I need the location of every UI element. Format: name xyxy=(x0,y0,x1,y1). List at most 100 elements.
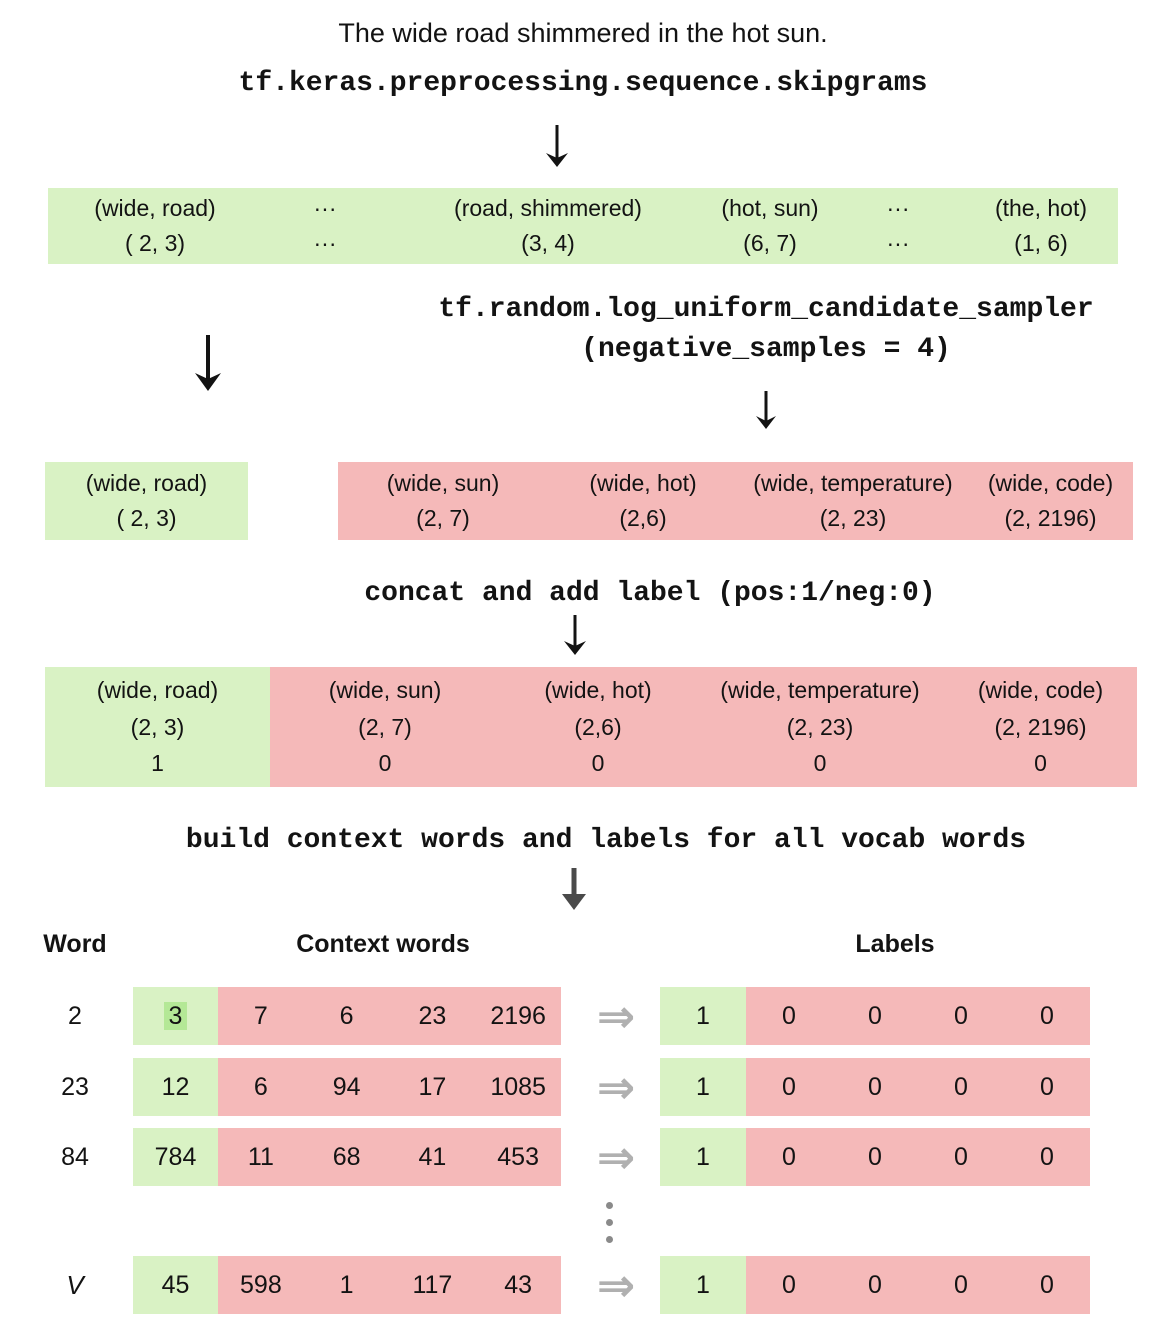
positive-label-cell: 1 xyxy=(660,1256,746,1314)
labels-column-header: Labels xyxy=(855,930,935,958)
build-step-label: build context words and labels for all v… xyxy=(185,825,1027,856)
concat-negative-indices-row: (2, 7) (2,6) (2, 23) (2, 2196) xyxy=(270,714,1137,741)
context-words-row: 12 6 94 17 1085 xyxy=(133,1058,561,1116)
word-column-header: Word xyxy=(43,930,107,958)
negative-pair: (wide, hot) xyxy=(589,470,697,496)
negative-label-cell: 0 xyxy=(832,1058,918,1116)
negative-pair: (wide, code) xyxy=(977,676,1104,703)
skipgram-pair: (the, hot) xyxy=(994,195,1088,222)
skipgram-pairs-row: (wide, road) ··· (road, shimmered) (hot,… xyxy=(48,195,1118,222)
skipgrams-function-label: tf.keras.preprocessing.sequence.skipgram… xyxy=(238,68,928,99)
target-context-cell: 12 xyxy=(133,1058,218,1116)
context-cell: 1085 xyxy=(475,1058,561,1116)
labels-row: 1 0 0 0 0 xyxy=(660,1058,1090,1116)
negative-label-cell: 0 xyxy=(746,1128,832,1186)
positive-label-cell: 1 xyxy=(660,1058,746,1116)
negative-label: 0 xyxy=(1034,750,1047,777)
negative-label-cell: 0 xyxy=(746,1256,832,1314)
context-cell: 11 xyxy=(218,1128,304,1186)
ellipsis: ··· xyxy=(886,229,910,256)
context-cell: 23 xyxy=(389,987,476,1045)
negative-pair: (wide, sun) xyxy=(386,470,500,496)
sampler-function-label: tf.random.log_uniform_candidate_sampler xyxy=(438,294,1094,325)
negative-pair: (wide, code) xyxy=(987,470,1114,496)
negative-index: (2, 7) xyxy=(358,713,412,740)
concat-positive-column: (wide, road) (2, 3) 1 xyxy=(45,667,270,787)
negative-pair: (wide, sun) xyxy=(328,676,442,703)
down-arrow-icon xyxy=(562,868,586,910)
context-words-row: 784 11 68 41 453 xyxy=(133,1128,561,1186)
implies-arrow-icon: ⇒ xyxy=(596,1061,636,1113)
ellipsis: ··· xyxy=(313,229,337,256)
skipgram-output-band: (wide, road) ··· (road, shimmered) (hot,… xyxy=(48,188,1118,264)
context-cell: 68 xyxy=(303,1128,390,1186)
negative-label-cell: 0 xyxy=(1004,1058,1090,1116)
negative-indices-row: (2, 7) (2,6) (2, 23) (2, 2196) xyxy=(338,505,1133,532)
vocab-word: V xyxy=(66,1270,84,1300)
negative-label: 0 xyxy=(378,750,392,777)
vocab-word: 2 xyxy=(68,1002,82,1030)
down-arrow-icon xyxy=(546,125,568,167)
context-cell: 117 xyxy=(389,1256,476,1314)
sampler-args-label: (negative_samples = 4) xyxy=(581,334,951,365)
skipgram-index: (1, 6) xyxy=(1014,229,1068,256)
labels-row: 1 0 0 0 0 xyxy=(660,987,1090,1045)
negative-pair: (wide, temperature) xyxy=(720,676,920,703)
context-cell: 17 xyxy=(389,1058,476,1116)
context-words-row: 45 598 1 117 43 xyxy=(133,1256,561,1314)
positive-label-cell: 1 xyxy=(660,1128,746,1186)
vertical-ellipsis-icon xyxy=(606,1202,613,1243)
negative-label-cell: 0 xyxy=(918,1058,1004,1116)
negative-index: (2, 23) xyxy=(819,505,887,531)
context-words-row: 3 7 6 23 2196 xyxy=(133,987,561,1045)
negative-pair: (wide, hot) xyxy=(544,676,652,703)
skipgram-indices-row: ( 2, 3) ··· (3, 4) (6, 7) ··· (1, 6) xyxy=(48,230,1118,257)
negative-label-cell: 0 xyxy=(832,987,918,1045)
skipgram-index: (6, 7) xyxy=(743,229,797,256)
positive-label-cell: 1 xyxy=(660,987,746,1045)
down-arrow-icon xyxy=(756,391,776,429)
sentence-title: The wide road shimmered in the hot sun. xyxy=(338,18,828,48)
negative-pairs-row: (wide, sun) (wide, hot) (wide, temperatu… xyxy=(338,470,1133,497)
context-cell: 6 xyxy=(303,987,390,1045)
ellipsis: ··· xyxy=(886,195,910,222)
skipgram-pair: (road, shimmered) xyxy=(454,195,642,222)
negative-samples-box: (wide, sun) (wide, hot) (wide, temperatu… xyxy=(338,462,1133,540)
vocab-word: 23 xyxy=(61,1073,89,1101)
negative-index: (2, 23) xyxy=(786,713,854,740)
context-cell: 598 xyxy=(218,1256,304,1314)
context-cell: 7 xyxy=(218,987,304,1045)
sampler-function-block: tf.random.log_uniform_candidate_sampler … xyxy=(340,290,1166,370)
negative-label-cell: 0 xyxy=(832,1128,918,1186)
skipgram-index: ( 2, 3) xyxy=(124,229,186,256)
implies-arrow-icon: ⇒ xyxy=(596,1259,636,1311)
concat-positive-pair: (wide, road) xyxy=(96,676,219,703)
context-words-column-header: Context words xyxy=(296,930,470,958)
implies-arrow-icon: ⇒ xyxy=(596,1131,636,1183)
negative-label-cell: 0 xyxy=(1004,1256,1090,1314)
negative-label-cell: 0 xyxy=(1004,987,1090,1045)
down-arrow-icon xyxy=(564,615,586,655)
context-cell: 94 xyxy=(303,1058,390,1116)
negative-label-cell: 0 xyxy=(1004,1128,1090,1186)
negative-index: (2,6) xyxy=(619,505,667,531)
negative-label: 0 xyxy=(591,750,605,777)
concat-step-label: concat and add label (pos:1/neg:0) xyxy=(364,578,936,609)
context-cell: 41 xyxy=(389,1128,476,1186)
skipgram-pair: (wide, road) xyxy=(94,195,216,222)
positive-index: ( 2, 3) xyxy=(116,505,177,531)
negative-label: 0 xyxy=(813,750,827,777)
concat-negative-columns: (wide, sun) (wide, hot) (wide, temperatu… xyxy=(270,667,1137,787)
negative-index: (2, 2196) xyxy=(994,713,1087,740)
implies-arrow-icon: ⇒ xyxy=(596,990,636,1042)
concat-negative-labels-row: 0 0 0 0 xyxy=(270,750,1137,777)
down-arrow-icon xyxy=(195,335,221,391)
context-cell: 1 xyxy=(303,1256,390,1314)
negative-index: (2,6) xyxy=(574,713,622,740)
context-cell: 453 xyxy=(475,1128,561,1186)
concat-negative-pairs-row: (wide, sun) (wide, hot) (wide, temperatu… xyxy=(270,677,1137,704)
context-cell: 2196 xyxy=(475,987,561,1045)
positive-pair: (wide, road) xyxy=(85,470,208,496)
labels-row: 1 0 0 0 0 xyxy=(660,1256,1090,1314)
